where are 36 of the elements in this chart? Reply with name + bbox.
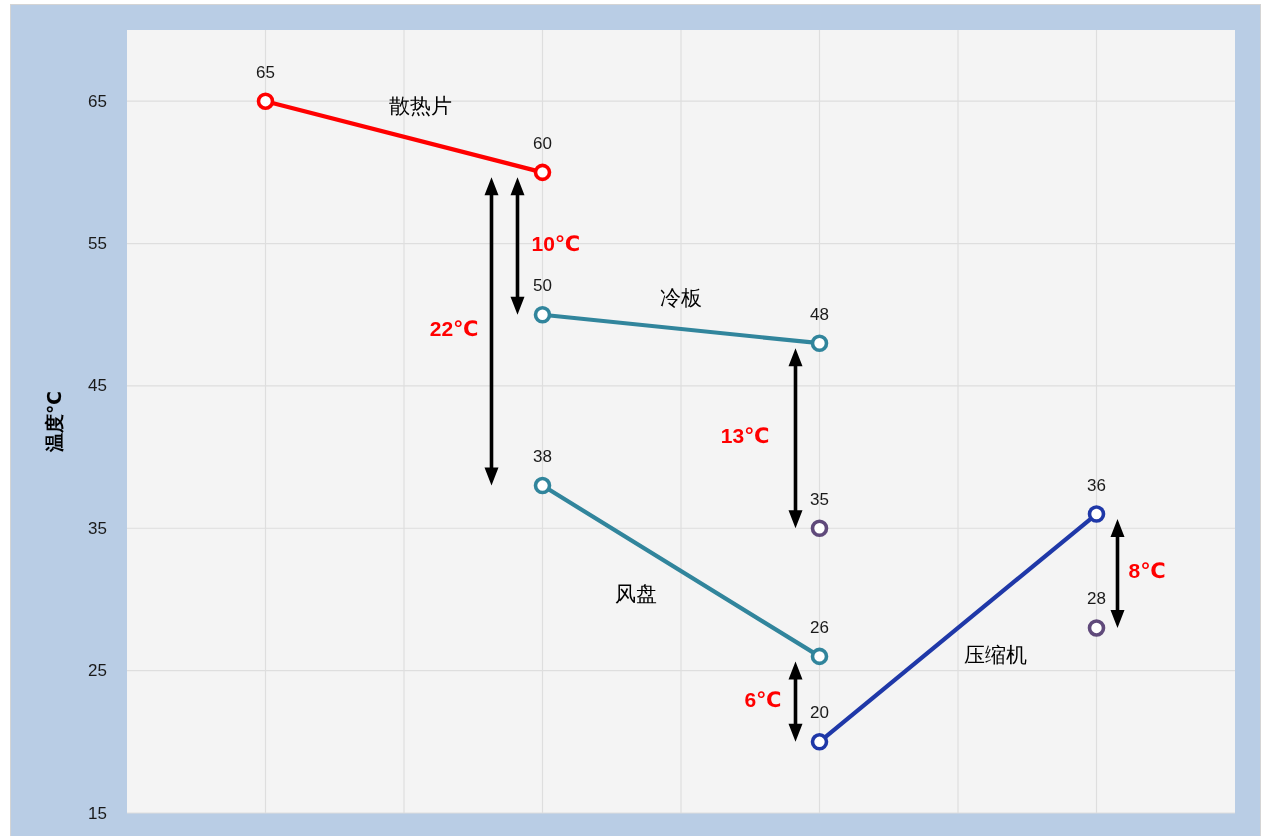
- data-label: 48: [810, 304, 829, 324]
- y-tick-label: 45: [88, 376, 107, 396]
- data-label: 28: [1087, 589, 1106, 609]
- series-label: 风盘: [615, 582, 657, 606]
- point: [533, 163, 552, 182]
- y-tick-label: 15: [88, 803, 107, 823]
- series-label: 冷板: [660, 286, 702, 310]
- data-label: 36: [1087, 475, 1106, 495]
- data-label: 60: [533, 133, 552, 153]
- series-label: 散热片: [388, 94, 452, 118]
- data-label: 65: [256, 62, 275, 82]
- data-label: 38: [533, 447, 552, 467]
- y-tick-label: 65: [88, 91, 107, 111]
- point: [533, 305, 552, 324]
- data-label: 20: [810, 703, 829, 723]
- point: [256, 92, 275, 110]
- data-label: 26: [810, 617, 829, 637]
- annotation: 13℃: [720, 424, 770, 448]
- point: [533, 476, 552, 495]
- annotation: 22℃: [429, 317, 479, 341]
- point: [1087, 505, 1106, 523]
- data-label: 35: [810, 489, 829, 509]
- data-label: 50: [533, 276, 552, 296]
- point: [810, 733, 829, 751]
- annotation: 10℃: [531, 232, 581, 256]
- y-axis-title: 温度℃: [43, 390, 65, 454]
- point: [810, 647, 829, 666]
- point: [810, 519, 829, 538]
- series-label: 压缩机: [963, 643, 1027, 667]
- y-tick-label: 55: [88, 234, 107, 254]
- y-tick-label: 25: [88, 661, 107, 681]
- point: [1087, 619, 1106, 637]
- annotation: 8℃: [1128, 559, 1166, 583]
- point: [810, 334, 829, 352]
- y-tick-label: 35: [88, 518, 107, 538]
- annotation: 6℃: [744, 687, 782, 711]
